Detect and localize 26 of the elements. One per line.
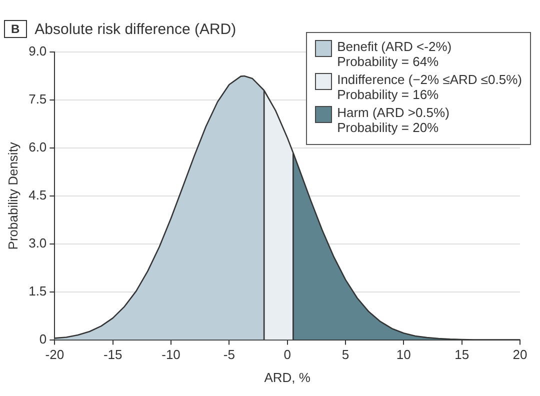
y-tick-label: 7.5 xyxy=(28,92,47,107)
x-tick-label: -15 xyxy=(103,347,122,362)
x-axis-title: ARD, % xyxy=(264,370,311,385)
x-tick-label: 0 xyxy=(284,347,291,362)
chart-title: Absolute risk difference (ARD) xyxy=(34,20,236,38)
x-tick-label: 10 xyxy=(396,347,411,362)
y-tick-label: 3.0 xyxy=(28,235,47,250)
y-tick-label: 1.5 xyxy=(28,283,47,298)
annotation: Probability = 64% xyxy=(337,54,440,69)
y-axis-title: Probability Density xyxy=(5,142,20,250)
legend-label: Indifference (−2% ≤ARD ≤0.5%) xyxy=(337,72,522,87)
x-tick-label: -20 xyxy=(45,347,64,362)
y-tick-label: 4.5 xyxy=(28,187,47,202)
legend-label: Benefit (ARD <-2%) xyxy=(337,39,452,54)
legend-label: Harm (ARD >0.5%) xyxy=(337,105,450,120)
x-tick-label: 5 xyxy=(342,347,350,362)
x-tick-label: -5 xyxy=(223,347,235,362)
annotation: Probability = 20% xyxy=(337,120,440,135)
y-tick-label: 9.0 xyxy=(28,44,47,59)
x-tick-label: 15 xyxy=(454,347,470,362)
x-tick-label: 20 xyxy=(512,347,528,362)
x-tick-label: -10 xyxy=(162,347,180,362)
text: B xyxy=(4,20,27,38)
y-tick-label: 6.0 xyxy=(28,140,47,155)
annotation: Probability = 16% xyxy=(337,87,440,102)
y-tick-label: 0 xyxy=(39,331,47,346)
